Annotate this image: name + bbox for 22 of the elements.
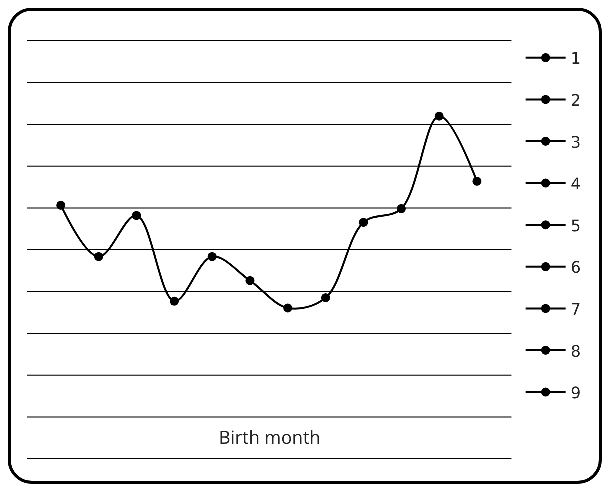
legend-label: 7 [570,300,582,319]
point [359,218,368,228]
point [321,293,330,302]
legend-label: 4 [570,174,582,194]
point [94,252,104,262]
legend-label: 5 [570,216,582,236]
legend-label: 3 [570,132,582,152]
point [472,176,482,186]
point [284,304,293,313]
point [132,211,142,220]
point [434,112,444,121]
legend-label: 6 [570,258,582,278]
legend-label: 2 [570,90,582,110]
point [397,204,406,214]
point [170,296,180,306]
legend-label: 1 [570,49,582,68]
point [208,252,217,262]
point [246,276,255,286]
legend-label: 8 [570,342,582,361]
point [56,200,66,210]
x-axis-title: Birth month [219,426,321,450]
legend-label: 9 [570,384,582,403]
